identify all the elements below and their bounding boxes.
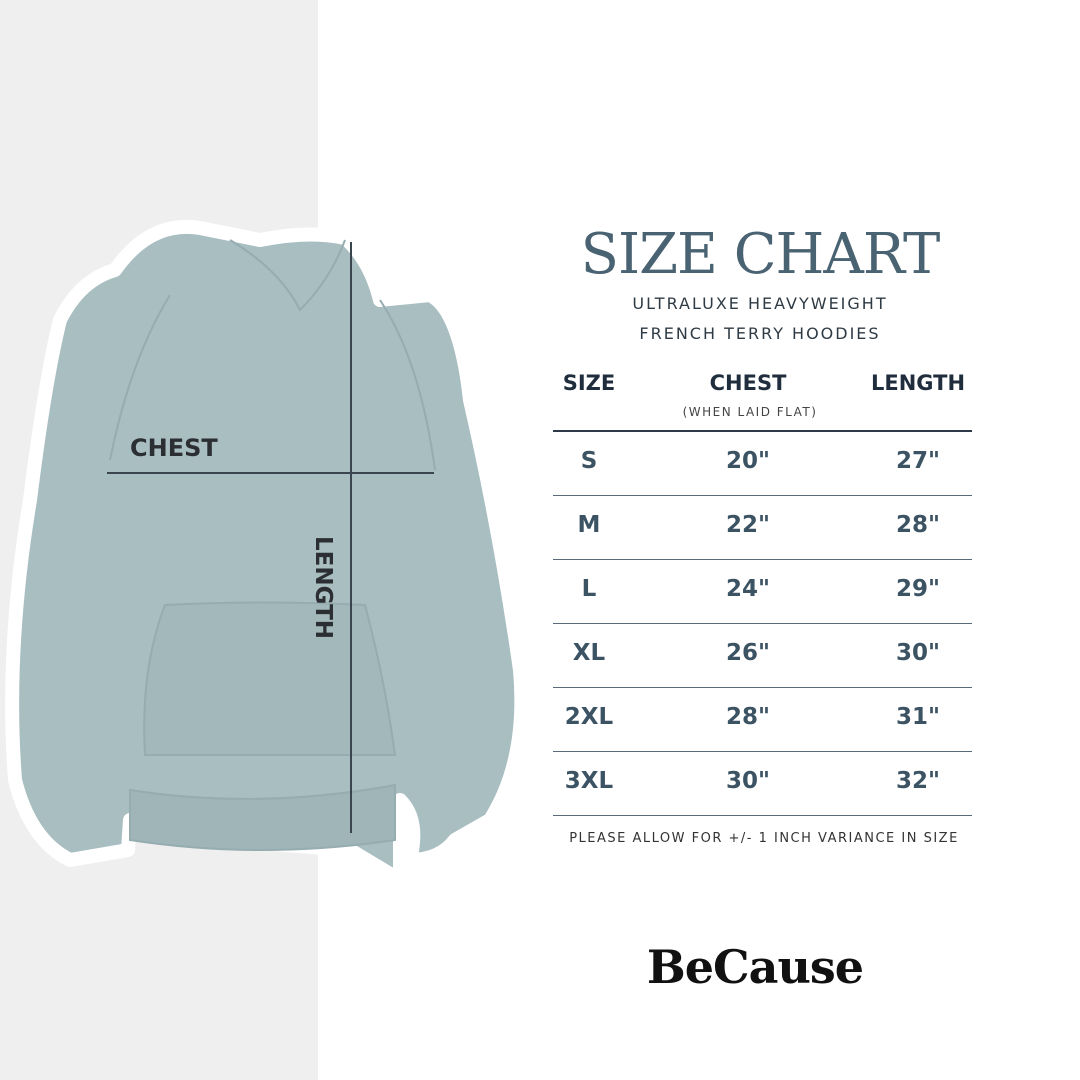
length-label: LENGTH	[310, 536, 336, 639]
cell-chest: 30"	[726, 768, 770, 794]
subtitle-line-2: FRENCH TERRY HOODIES	[639, 324, 881, 343]
cell-length: 29"	[896, 576, 940, 602]
cell-length: 31"	[896, 704, 940, 730]
subtitle-line-1: ULTRALUXE HEAVYWEIGHT	[632, 294, 888, 313]
brand-logo: BeCause	[646, 940, 864, 994]
table-row: 2XL 28" 31"	[553, 688, 972, 752]
header-length: LENGTH	[870, 371, 966, 395]
table-row: 3XL 30" 32"	[553, 752, 972, 816]
cell-length: 28"	[896, 512, 940, 538]
header-size: SIZE	[562, 371, 616, 395]
cell-size: XL	[572, 640, 606, 666]
variance-note: PLEASE ALLOW FOR +/- 1 INCH VARIANCE IN …	[569, 831, 959, 846]
cell-length: 32"	[896, 768, 940, 794]
cell-size: L	[581, 576, 597, 602]
header-chest: CHEST	[709, 371, 787, 395]
hoodie-illustration: CHEST LENGTH	[5, 220, 529, 887]
cell-chest: 26"	[726, 640, 770, 666]
table-row: M 22" 28"	[553, 496, 972, 560]
cell-size: 3XL	[564, 768, 614, 794]
table-row: S 20" 27"	[553, 432, 972, 496]
table-header-row: SIZE CHEST (WHEN LAID FLAT) LENGTH	[553, 365, 972, 432]
cell-chest: 24"	[726, 576, 770, 602]
size-table: SIZE CHEST (WHEN LAID FLAT) LENGTH S 20" 2…	[553, 365, 972, 816]
hoodie-shape	[5, 220, 529, 887]
table-row: L 24" 29"	[553, 560, 972, 624]
page-title: SIZE CHART	[580, 222, 941, 287]
cell-length: 27"	[896, 448, 940, 474]
cell-size: S	[580, 448, 598, 474]
cell-size: M	[577, 512, 601, 538]
cell-chest: 20"	[726, 448, 770, 474]
table-row: XL 26" 30"	[553, 624, 972, 688]
cell-size: 2XL	[564, 704, 614, 730]
cell-length: 30"	[896, 640, 940, 666]
cell-chest: 22"	[726, 512, 770, 538]
header-chest-note: (WHEN LAID FLAT)	[682, 405, 818, 419]
cell-chest: 28"	[726, 704, 770, 730]
chest-label: CHEST	[130, 434, 218, 462]
